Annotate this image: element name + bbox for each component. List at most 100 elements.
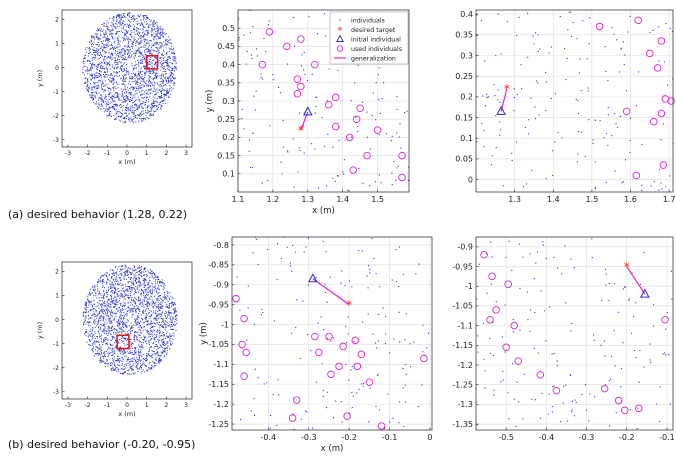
individual-point <box>114 350 116 352</box>
individual-point <box>128 26 130 28</box>
individual-point <box>123 343 125 345</box>
individual-point <box>92 346 94 348</box>
individual-point <box>161 100 163 102</box>
individual-point <box>102 317 104 319</box>
individual-point <box>111 33 113 35</box>
individual-point <box>119 26 121 28</box>
individual-point <box>146 332 148 334</box>
individual-point <box>117 369 119 371</box>
individual-point <box>116 298 118 300</box>
individual-point <box>85 304 87 306</box>
individual-point <box>87 70 89 72</box>
individual-point <box>92 64 94 66</box>
individual-point <box>167 64 169 66</box>
individual-point <box>143 97 145 99</box>
individual-point <box>165 73 167 75</box>
individual-point <box>107 339 109 341</box>
individual-point <box>375 82 377 84</box>
individual-point <box>101 306 103 308</box>
individual-point <box>145 93 147 95</box>
individual-point <box>103 47 105 49</box>
individual-point <box>151 73 153 75</box>
individual-point <box>381 98 383 100</box>
individual-point <box>86 306 88 308</box>
individual-point <box>127 370 129 372</box>
individual-point <box>94 103 96 105</box>
individual-point <box>138 16 140 18</box>
individual-point <box>173 55 175 57</box>
individual-point <box>107 293 109 295</box>
individual-point <box>86 83 88 85</box>
individual-point <box>153 342 155 344</box>
individual-point <box>115 33 117 35</box>
individual-point <box>267 179 269 181</box>
individual-point <box>141 77 143 79</box>
individual-point <box>91 330 93 332</box>
individual-point <box>114 338 116 340</box>
individual-point <box>108 279 110 281</box>
individual-point <box>129 287 131 289</box>
individual-point <box>129 119 131 121</box>
individual-point <box>160 313 162 315</box>
individual-point <box>103 107 105 109</box>
individual-point <box>141 305 143 307</box>
individual-point <box>117 325 119 327</box>
individual-point <box>118 350 120 352</box>
individual-point <box>129 341 131 343</box>
individual-point <box>116 26 118 28</box>
individual-point <box>106 281 108 283</box>
individual-point <box>98 49 100 51</box>
individual-point <box>130 309 132 311</box>
individual-point <box>120 120 122 122</box>
individual-point <box>107 63 109 65</box>
individual-point <box>124 274 126 276</box>
individual-point <box>126 32 128 34</box>
individual-point <box>139 363 141 365</box>
individual-point <box>172 76 174 78</box>
individual-point <box>105 274 107 276</box>
individual-point <box>174 66 176 68</box>
individual-point <box>136 332 138 334</box>
individual-point <box>100 350 102 352</box>
individual-point <box>152 29 154 31</box>
individual-point <box>145 67 147 69</box>
individual-point <box>170 79 172 81</box>
individual-point <box>124 264 126 266</box>
individual-point <box>169 317 171 319</box>
individual-point <box>163 57 165 59</box>
individual-point <box>165 81 167 83</box>
individual-point <box>126 115 128 117</box>
individual-point <box>155 276 157 278</box>
individual-point <box>134 347 136 349</box>
individual-point <box>125 298 127 300</box>
individual-point <box>116 293 118 295</box>
individual-point <box>138 43 140 45</box>
y-tick-label: 0.3 <box>460 51 473 60</box>
individual-point <box>518 16 520 18</box>
used-individual-marker <box>297 82 305 91</box>
individual-point <box>151 114 153 116</box>
individual-point <box>110 89 112 91</box>
individual-point <box>348 190 350 192</box>
individual-point <box>129 83 131 85</box>
individual-point <box>127 310 129 312</box>
individual-point <box>144 297 146 299</box>
individual-point <box>666 84 669 86</box>
individual-point <box>156 300 158 302</box>
individual-point <box>326 100 328 102</box>
individual-point <box>149 280 151 282</box>
individual-point <box>123 98 125 100</box>
individual-point <box>166 335 168 337</box>
individual-point <box>147 109 149 111</box>
individual-point <box>122 373 124 375</box>
individual-point <box>117 331 119 333</box>
individual-point <box>143 15 145 17</box>
individual-point <box>123 277 125 279</box>
individual-point <box>168 304 170 306</box>
individual-point <box>156 33 158 35</box>
individual-point <box>148 349 150 351</box>
individual-point <box>162 325 164 327</box>
individual-point <box>131 78 133 80</box>
individual-point <box>139 300 141 302</box>
individual-point <box>149 327 151 329</box>
